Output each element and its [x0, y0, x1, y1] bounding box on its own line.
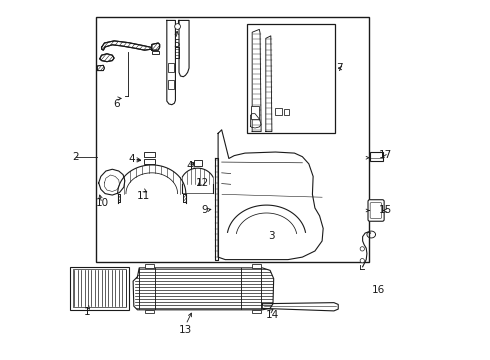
Bar	[252, 264, 261, 268]
Bar	[152, 51, 159, 54]
Polygon shape	[218, 130, 323, 260]
Polygon shape	[98, 169, 125, 195]
Bar	[194, 160, 202, 166]
Bar	[370, 152, 383, 161]
Text: 6: 6	[114, 99, 120, 109]
Bar	[247, 24, 335, 134]
Polygon shape	[215, 158, 219, 260]
Polygon shape	[262, 303, 338, 311]
Text: 11: 11	[137, 191, 150, 201]
Text: 12: 12	[196, 178, 209, 188]
Polygon shape	[266, 36, 272, 132]
FancyBboxPatch shape	[368, 200, 384, 221]
Bar	[168, 80, 174, 89]
Bar	[168, 63, 174, 72]
Text: 5: 5	[173, 40, 179, 49]
Text: 1: 1	[84, 307, 91, 316]
FancyBboxPatch shape	[370, 203, 382, 219]
Bar	[144, 159, 155, 164]
Bar	[144, 152, 155, 157]
Bar	[145, 264, 153, 268]
Bar	[96, 17, 368, 262]
Circle shape	[360, 247, 365, 251]
Text: 13: 13	[179, 325, 193, 335]
Bar	[252, 310, 261, 314]
Text: 14: 14	[266, 310, 279, 320]
Text: 10: 10	[96, 198, 109, 208]
Bar	[251, 107, 259, 119]
Text: 4: 4	[128, 154, 135, 164]
Bar	[275, 108, 282, 116]
Text: 15: 15	[378, 206, 392, 216]
Bar	[285, 109, 290, 116]
Polygon shape	[133, 268, 274, 310]
Text: 3: 3	[268, 231, 274, 240]
Bar	[73, 269, 126, 307]
Text: 9: 9	[201, 205, 208, 215]
Text: 17: 17	[378, 150, 392, 160]
Text: 8: 8	[251, 104, 257, 114]
Text: 16: 16	[372, 285, 385, 296]
Text: 2: 2	[72, 152, 79, 162]
Bar	[70, 267, 129, 310]
Circle shape	[360, 258, 365, 263]
Text: 4: 4	[187, 161, 194, 171]
Polygon shape	[252, 30, 261, 132]
Text: 7: 7	[337, 63, 343, 73]
Circle shape	[175, 24, 180, 30]
Bar	[145, 310, 153, 314]
